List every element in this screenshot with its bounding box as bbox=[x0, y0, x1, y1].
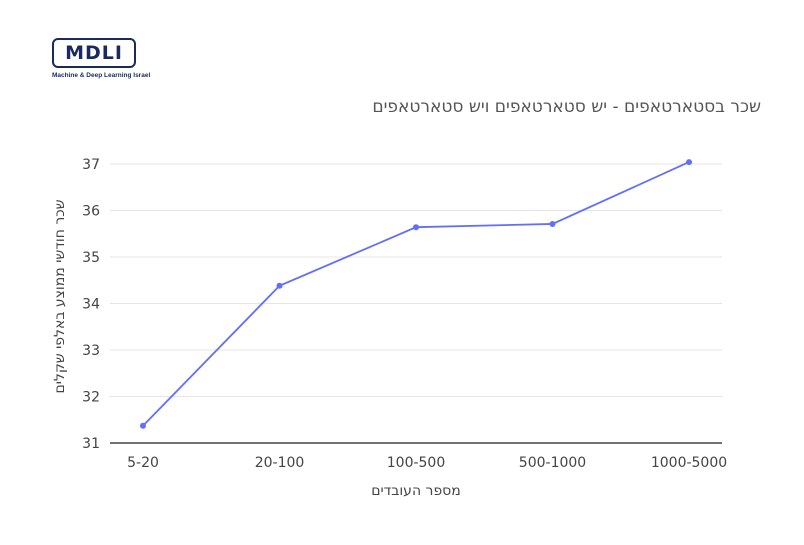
y-tick-label: 32 bbox=[82, 389, 100, 405]
data-point[interactable] bbox=[413, 224, 419, 231]
logo-subtitle: Machine & Deep Learning Israel bbox=[52, 72, 151, 79]
y-tick-label: 36 bbox=[82, 203, 100, 219]
data-point[interactable] bbox=[686, 159, 692, 166]
logo-box: MDLI bbox=[52, 38, 136, 68]
x-tick-label: 1000-5000 bbox=[651, 455, 727, 471]
y-axis-label: שכר חודשי ממוצע באלפי שקלים bbox=[52, 199, 68, 393]
y-tick-label: 34 bbox=[82, 296, 100, 312]
logo-text: MDLI bbox=[65, 41, 123, 64]
y-tick-label: 33 bbox=[82, 343, 100, 359]
x-tick-label: 20-100 bbox=[255, 455, 305, 471]
series-line bbox=[142, 161, 690, 427]
x-tick-label: 100-500 bbox=[387, 455, 446, 471]
chart-title: שכר בסטארטאפים - יש סטארטאפים ויש סטארטא… bbox=[372, 97, 761, 117]
y-tick-label: 31 bbox=[82, 436, 100, 452]
data-point[interactable] bbox=[276, 282, 283, 289]
y-tick-label: 37 bbox=[82, 157, 100, 173]
x-axis-label: מספר העובדים bbox=[371, 483, 461, 499]
logo: MDLI Machine & Deep Learning Israel bbox=[52, 38, 150, 84]
data-point[interactable] bbox=[549, 220, 556, 227]
x-tick-label: 500-1000 bbox=[519, 455, 586, 471]
x-tick-label: 5-20 bbox=[127, 455, 159, 471]
data-point[interactable] bbox=[140, 422, 146, 429]
y-tick-label: 35 bbox=[82, 250, 100, 266]
